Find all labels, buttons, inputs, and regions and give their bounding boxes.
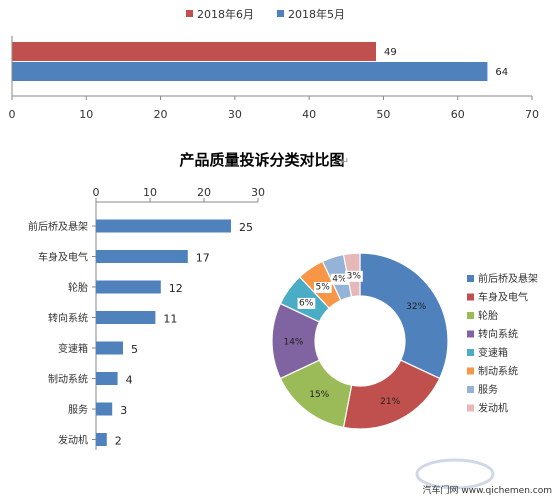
cat-bar: [96, 341, 123, 355]
donut-legend-label: 变速箱: [478, 346, 508, 359]
donut-legend-label: 制动系统: [478, 365, 518, 378]
donut-legend-label: 前后桥及悬架: [478, 272, 538, 285]
cat-bar: [96, 402, 113, 416]
donut-slice-label: 3%: [347, 271, 362, 281]
top-tick-label: 30: [228, 108, 242, 121]
cat-value-label: 25: [239, 221, 253, 234]
cat-value-label: 2: [115, 435, 122, 448]
top-x-ticks: 0 10 20 30 40 50 60 70: [9, 96, 539, 121]
donut-slice-label: 32%: [406, 302, 426, 312]
cat-value-label: 3: [120, 404, 127, 417]
top-bar-label: 64: [495, 67, 508, 78]
top-legend: 2018年6月 2018年5月: [186, 7, 345, 21]
cat-label: 轮胎: [68, 281, 88, 294]
top-tick-label: 50: [376, 108, 390, 121]
chart-title: 产品质量投诉分类对比图: [179, 151, 344, 169]
donut-legend-swatch: [467, 349, 474, 356]
cat-bar: [96, 372, 118, 385]
cat-value-label: 12: [169, 282, 183, 295]
monthly-comparison-chart: 2018年6月 2018年5月 49 64 0 10 20 30 40 50 60 70: [9, 7, 540, 121]
donut-slice-label: 15%: [309, 390, 329, 400]
top-tick-label: 10: [79, 108, 93, 121]
top-tick-label: 0: [9, 108, 16, 121]
donut-label-box: [330, 273, 349, 285]
cat-value-label: 4: [126, 374, 133, 387]
cat-label: 服务: [68, 403, 88, 416]
donut-legend-label: 发动机: [478, 402, 508, 415]
cat-value-label: 5: [131, 343, 138, 356]
donut-legend-swatch: [467, 275, 474, 282]
donut-label-box: [297, 297, 316, 309]
cat-tick-label: 10: [143, 186, 157, 199]
watermark-text: 汽车门网 www.qichemen.com: [423, 484, 552, 496]
cat-label: 前后桥及悬架: [28, 220, 88, 233]
top-tick-label: 60: [451, 108, 465, 121]
donut-label-box: [345, 270, 363, 282]
donut-legend-label: 轮胎: [478, 309, 498, 322]
top-legend-label: 2018年5月: [288, 7, 345, 21]
cat-tick-label: 0: [93, 186, 100, 199]
donut-legend-label: 服务: [478, 383, 498, 396]
cat-label: 制动系统: [48, 373, 88, 386]
watermark-logo-icon: [415, 458, 495, 490]
title-return-mark: ↵: [340, 155, 349, 168]
donut-legend-swatch: [467, 404, 474, 412]
top-bar-label: 49: [384, 47, 397, 58]
donut-legend-swatch: [467, 367, 474, 375]
top-tick-label: 40: [302, 108, 316, 121]
cat-label: 变速箱: [58, 342, 88, 355]
donut-chart: 32% 21% 15% 14% 6%5%4% 3%: [271, 252, 449, 430]
cat-bar: [96, 250, 188, 263]
cat-tick-label: 20: [197, 186, 211, 199]
donut-legend-label: 车身及电气: [478, 291, 528, 304]
top-tick-label: 20: [154, 108, 168, 121]
top-bar: [12, 42, 376, 61]
cat-bar: [96, 219, 231, 233]
donut-slice-label: 4%: [332, 274, 347, 284]
donut-label-box: [313, 281, 332, 293]
cat-label: 发动机: [58, 434, 88, 447]
category-bar-chart: 0 10 20 30 前后桥及悬架 25 车身及电气 17 轮胎 12 转向系统 11 变速箱 5 制动系…: [28, 186, 265, 450]
donut-slice-label: 21%: [380, 397, 400, 407]
donut-slice-label: 6%: [299, 298, 314, 308]
top-bar: [12, 62, 488, 81]
cat-x-ticks: 0 10 20 30: [93, 186, 265, 202]
donut-legend-swatch: [467, 293, 474, 301]
donut-legend-swatch: [467, 386, 474, 393]
cat-value-label: 11: [163, 313, 177, 326]
cat-label: 转向系统: [48, 312, 88, 325]
donut-slice-label: 5%: [315, 282, 330, 292]
top-tick-label: 70: [525, 108, 539, 121]
cat-bar: [96, 433, 107, 446]
top-bars: 49 64: [12, 42, 508, 81]
donut-slice: [359, 252, 449, 380]
top-legend-swatch: [277, 10, 284, 17]
watermark: 汽车门网 www.qichemen.com: [415, 458, 552, 496]
cat-bar: [96, 280, 161, 294]
donut-legend-swatch: [467, 312, 474, 319]
cat-value-label: 17: [196, 252, 210, 265]
top-legend-swatch: [186, 10, 193, 17]
cat-bars: 前后桥及悬架 25 车身及电气 17 轮胎 12 转向系统 11 变速箱 5 制动系统 4 服务 3 发动机…: [28, 219, 253, 448]
cat-label: 车身及电气: [38, 251, 88, 264]
top-legend-label: 2018年6月: [197, 7, 254, 21]
cat-tick-label: 30: [251, 186, 265, 199]
donut-legend-swatch: [467, 330, 474, 338]
donut-slice-label: 14%: [283, 338, 303, 348]
cat-bar: [96, 311, 156, 324]
donut-legend-label: 转向系统: [478, 328, 518, 341]
